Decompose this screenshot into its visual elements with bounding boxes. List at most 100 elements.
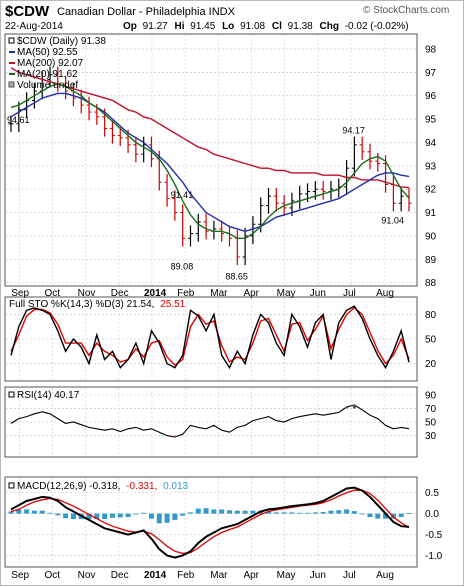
sto-y-tick-label: 20 — [425, 359, 437, 370]
macd-x-tick-label: Dec — [111, 570, 129, 581]
rsi-legend-main: RSI(14) 40.17 — [17, 390, 80, 401]
macd-legend-signal: -0.331, — [126, 481, 157, 492]
price-x-tick-label: Nov — [78, 288, 96, 299]
macd-histogram-bar — [367, 513, 373, 517]
ohlc-readout: Op 91.27 Hi 91.45 Lo 91.08 Cl 91.38 Chg … — [123, 21, 409, 32]
macd-histogram-bar — [47, 512, 53, 514]
sto-y-tick-label: 80 — [425, 310, 437, 321]
svg-text:MACD(12,26,9) -0.318,: MACD(12,26,9) -0.318, -0.331, 0.013 — [17, 481, 189, 492]
ma20-line — [10, 83, 410, 240]
price-y-tick-label: 88 — [425, 278, 437, 289]
macd-x-tick-label: Sep — [11, 570, 29, 581]
macd-y-tick-label: -1.0 — [425, 551, 443, 562]
price-y-tick-label: 93 — [425, 161, 437, 172]
macd-histogram-bar — [351, 511, 357, 514]
price-pane — [4, 33, 418, 287]
header-date: 22-Aug-2014 — [5, 21, 63, 32]
sto-legend-main: Full STO %K(14,3) %D(3) 21.54, — [9, 299, 154, 310]
rsi-y-tick-label: 30 — [425, 431, 437, 442]
price-x-tick-label: Feb — [177, 288, 195, 299]
price-y-tick-label: 97 — [425, 68, 437, 79]
macd-histogram-bar — [16, 509, 22, 514]
macd-histogram-bar — [359, 513, 365, 515]
macd-histogram-bar — [63, 513, 69, 519]
macd-legend-hist: 0.013 — [163, 481, 188, 492]
price-y-tick-label: 96 — [425, 91, 437, 102]
macd-x-tick-label: Apr — [243, 570, 259, 581]
macd-histogram-bar — [336, 510, 342, 514]
price-annotation: 88.65 — [225, 271, 248, 281]
macd-x-tick-label: Aug — [376, 570, 394, 581]
price-y-tick-label: 91 — [425, 208, 437, 219]
chg-value: -0.02 (-0.02%) — [345, 21, 409, 32]
macd-histogram-bar — [70, 513, 76, 520]
price-annotation: 94.17 — [342, 126, 365, 136]
macd-x-tick-label: Oct — [44, 570, 60, 581]
price-x-tick-label: 2014 — [144, 288, 167, 299]
macd-histogram-bar — [234, 510, 240, 514]
price-x-tick-label: Apr — [243, 288, 259, 299]
macd-legend: MACD(12,26,9) -0.318, -0.331, 0.013 — [8, 481, 189, 492]
rsi-y-tick-label: 50 — [425, 418, 437, 429]
price-x-tick-label: Dec — [111, 288, 129, 299]
price-annotation: 91.41 — [171, 190, 194, 200]
macd-histogram-bar — [156, 513, 162, 524]
macd-x-tick-label: Jun — [310, 570, 326, 581]
chg-label: Chg — [319, 21, 338, 32]
rsi-y-tick-label: 70 — [425, 404, 437, 415]
price-x-tick-label: Mar — [210, 288, 228, 299]
price-x-tick-label: Jun — [310, 288, 326, 299]
lo-value: 91.08 — [240, 21, 265, 32]
cl-label: Cl — [272, 21, 282, 32]
macd-histogram-bar — [109, 513, 115, 518]
macd-histogram-bar — [297, 512, 303, 514]
volume-legend: Volume undef — [17, 80, 78, 91]
symbol-title: $CDW — [5, 3, 50, 20]
macd-histogram-bar — [219, 509, 225, 514]
ma200-legend: MA(200) 92.07 — [17, 58, 84, 69]
price-annotation: 91.04 — [381, 216, 404, 226]
macd-histogram-bar — [24, 509, 30, 514]
rsi-legend: RSI(14) 40.17 — [8, 390, 80, 401]
macd-histogram-bar — [227, 510, 233, 514]
macd-histogram-bar — [94, 513, 100, 520]
macd-histogram-bar — [203, 508, 209, 514]
macd-histogram-bar — [375, 513, 381, 519]
price-y-tick-label: 94 — [425, 138, 437, 149]
hi-value: 91.45 — [190, 21, 215, 32]
price-x-tick-label: Oct — [44, 288, 60, 299]
macd-x-tick-label: 2014 — [144, 570, 167, 581]
macd-histogram-bar — [141, 512, 147, 514]
macd-histogram-bar — [266, 511, 272, 514]
macd-histogram-bar — [344, 509, 350, 514]
price-y-tick-label: 98 — [425, 45, 437, 56]
macd-x-tick-label: Nov — [78, 570, 96, 581]
macd-histogram-bar — [187, 512, 193, 514]
macd-histogram-bar — [148, 513, 154, 519]
macd-x-tick-label: Jul — [343, 570, 356, 581]
lo-label: Lo — [222, 21, 234, 32]
macd-histogram-bar — [406, 513, 412, 514]
rsi-line — [10, 404, 410, 438]
price-y-tick-label: 92 — [425, 185, 437, 196]
price-legend: $CDW (Daily) 91.38 MA(50) 92.55 MA(200) … — [8, 36, 106, 91]
macd-histogram-bar — [312, 512, 318, 514]
macd-histogram-bar — [320, 511, 326, 514]
macd-legend-main: MACD(12,26,9) -0.318, — [17, 481, 120, 492]
ma200-line — [10, 67, 410, 189]
op-label: Op — [123, 21, 137, 32]
macd-line — [10, 486, 410, 559]
instrument-name: Canadian Dollar - Philadelphia INDX — [57, 6, 236, 18]
macd-histogram-bar — [102, 513, 108, 520]
macd-histogram-bar — [31, 510, 37, 514]
price-y-tick-label: 89 — [425, 255, 437, 266]
macd-x-tick-label: May — [277, 570, 296, 581]
macd-signal-line — [10, 489, 410, 555]
macd-histogram-bar — [164, 513, 170, 523]
ma20-legend: MA(20) 91.62 — [17, 69, 78, 80]
macd-histogram-bar — [305, 512, 311, 514]
macd-histogram-bar — [180, 513, 186, 516]
macd-y-tick-label: -0.5 — [425, 530, 443, 541]
op-value: 91.27 — [143, 21, 168, 32]
